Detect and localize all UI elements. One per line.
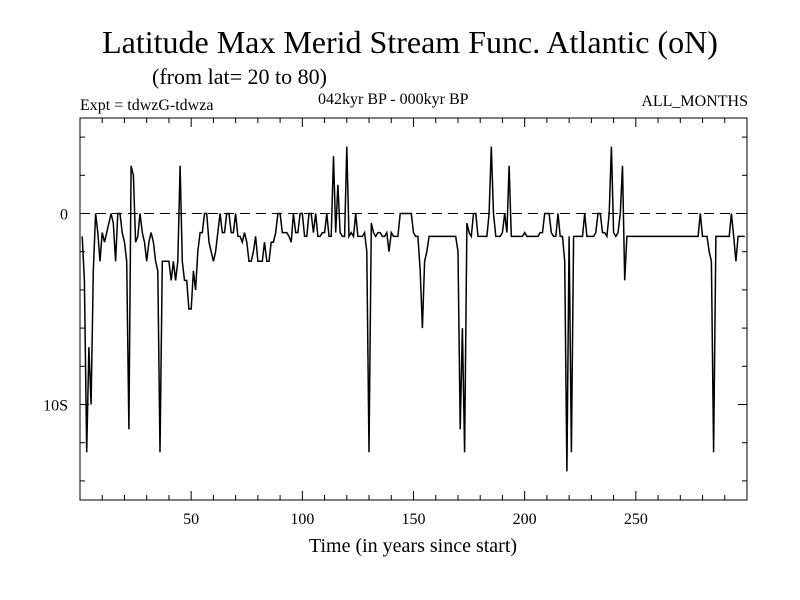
y-tick-label: 10S [43,398,68,415]
series-line [81,146,745,472]
x-tick-label: 250 [624,511,648,528]
months-label: ALL_MONTHS [641,93,748,110]
tick-labels: 50 100 150 200 250 0 10S [43,207,648,529]
y-tick-label: 0 [60,207,68,224]
x-axis-label: Time (in years since start) [309,535,517,557]
period-label: 042kyr BP - 000kyr BP [318,91,469,108]
x-tick-label: 150 [402,511,426,528]
x-tick-label: 100 [290,511,314,528]
experiment-label: Expt = tdwzG-tdwza [80,97,214,114]
x-tick-label: 50 [183,511,199,528]
chart-subtitle: (from lat= 20 to 80) [152,64,327,89]
chart-title: Latitude Max Merid Stream Func. Atlantic… [102,24,718,60]
x-tick-label: 200 [513,511,537,528]
